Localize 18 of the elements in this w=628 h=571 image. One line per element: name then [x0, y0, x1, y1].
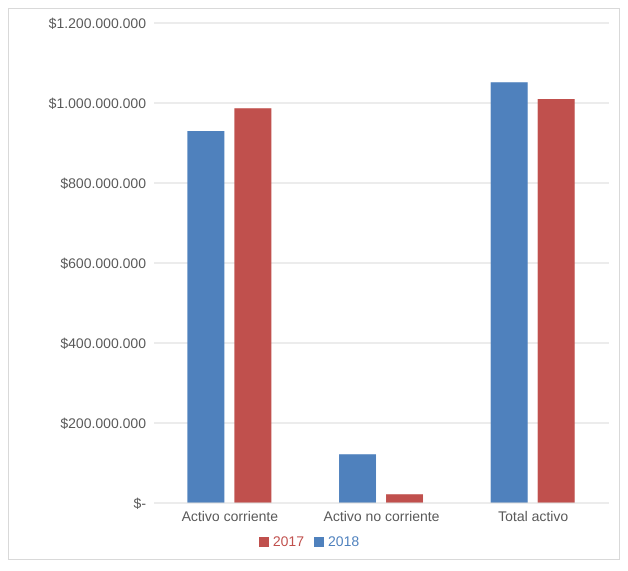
legend-label: 2017 — [272, 533, 304, 549]
bar — [538, 99, 575, 503]
y-tick-label: $600.000.000 — [60, 254, 146, 271]
x-tick-label: Activo corriente — [182, 508, 278, 524]
legend-label: 2018 — [328, 533, 360, 549]
y-tick-label: $200.000.000 — [60, 414, 146, 431]
y-tick-label: $800.000.000 — [60, 174, 146, 191]
x-tick-label: Total activo — [498, 508, 568, 524]
bar — [234, 108, 272, 503]
y-tick-label: $1.200.000.000 — [48, 14, 146, 31]
x-tick-label: Activo no corriente — [324, 508, 440, 524]
y-tick-label: $1.000.000.000 — [48, 94, 146, 111]
bar — [490, 82, 528, 503]
bar — [339, 454, 376, 503]
y-tick-label: $400.000.000 — [60, 334, 146, 351]
bar — [187, 131, 224, 503]
bar — [386, 494, 424, 503]
y-tick-label: $- — [134, 494, 146, 511]
